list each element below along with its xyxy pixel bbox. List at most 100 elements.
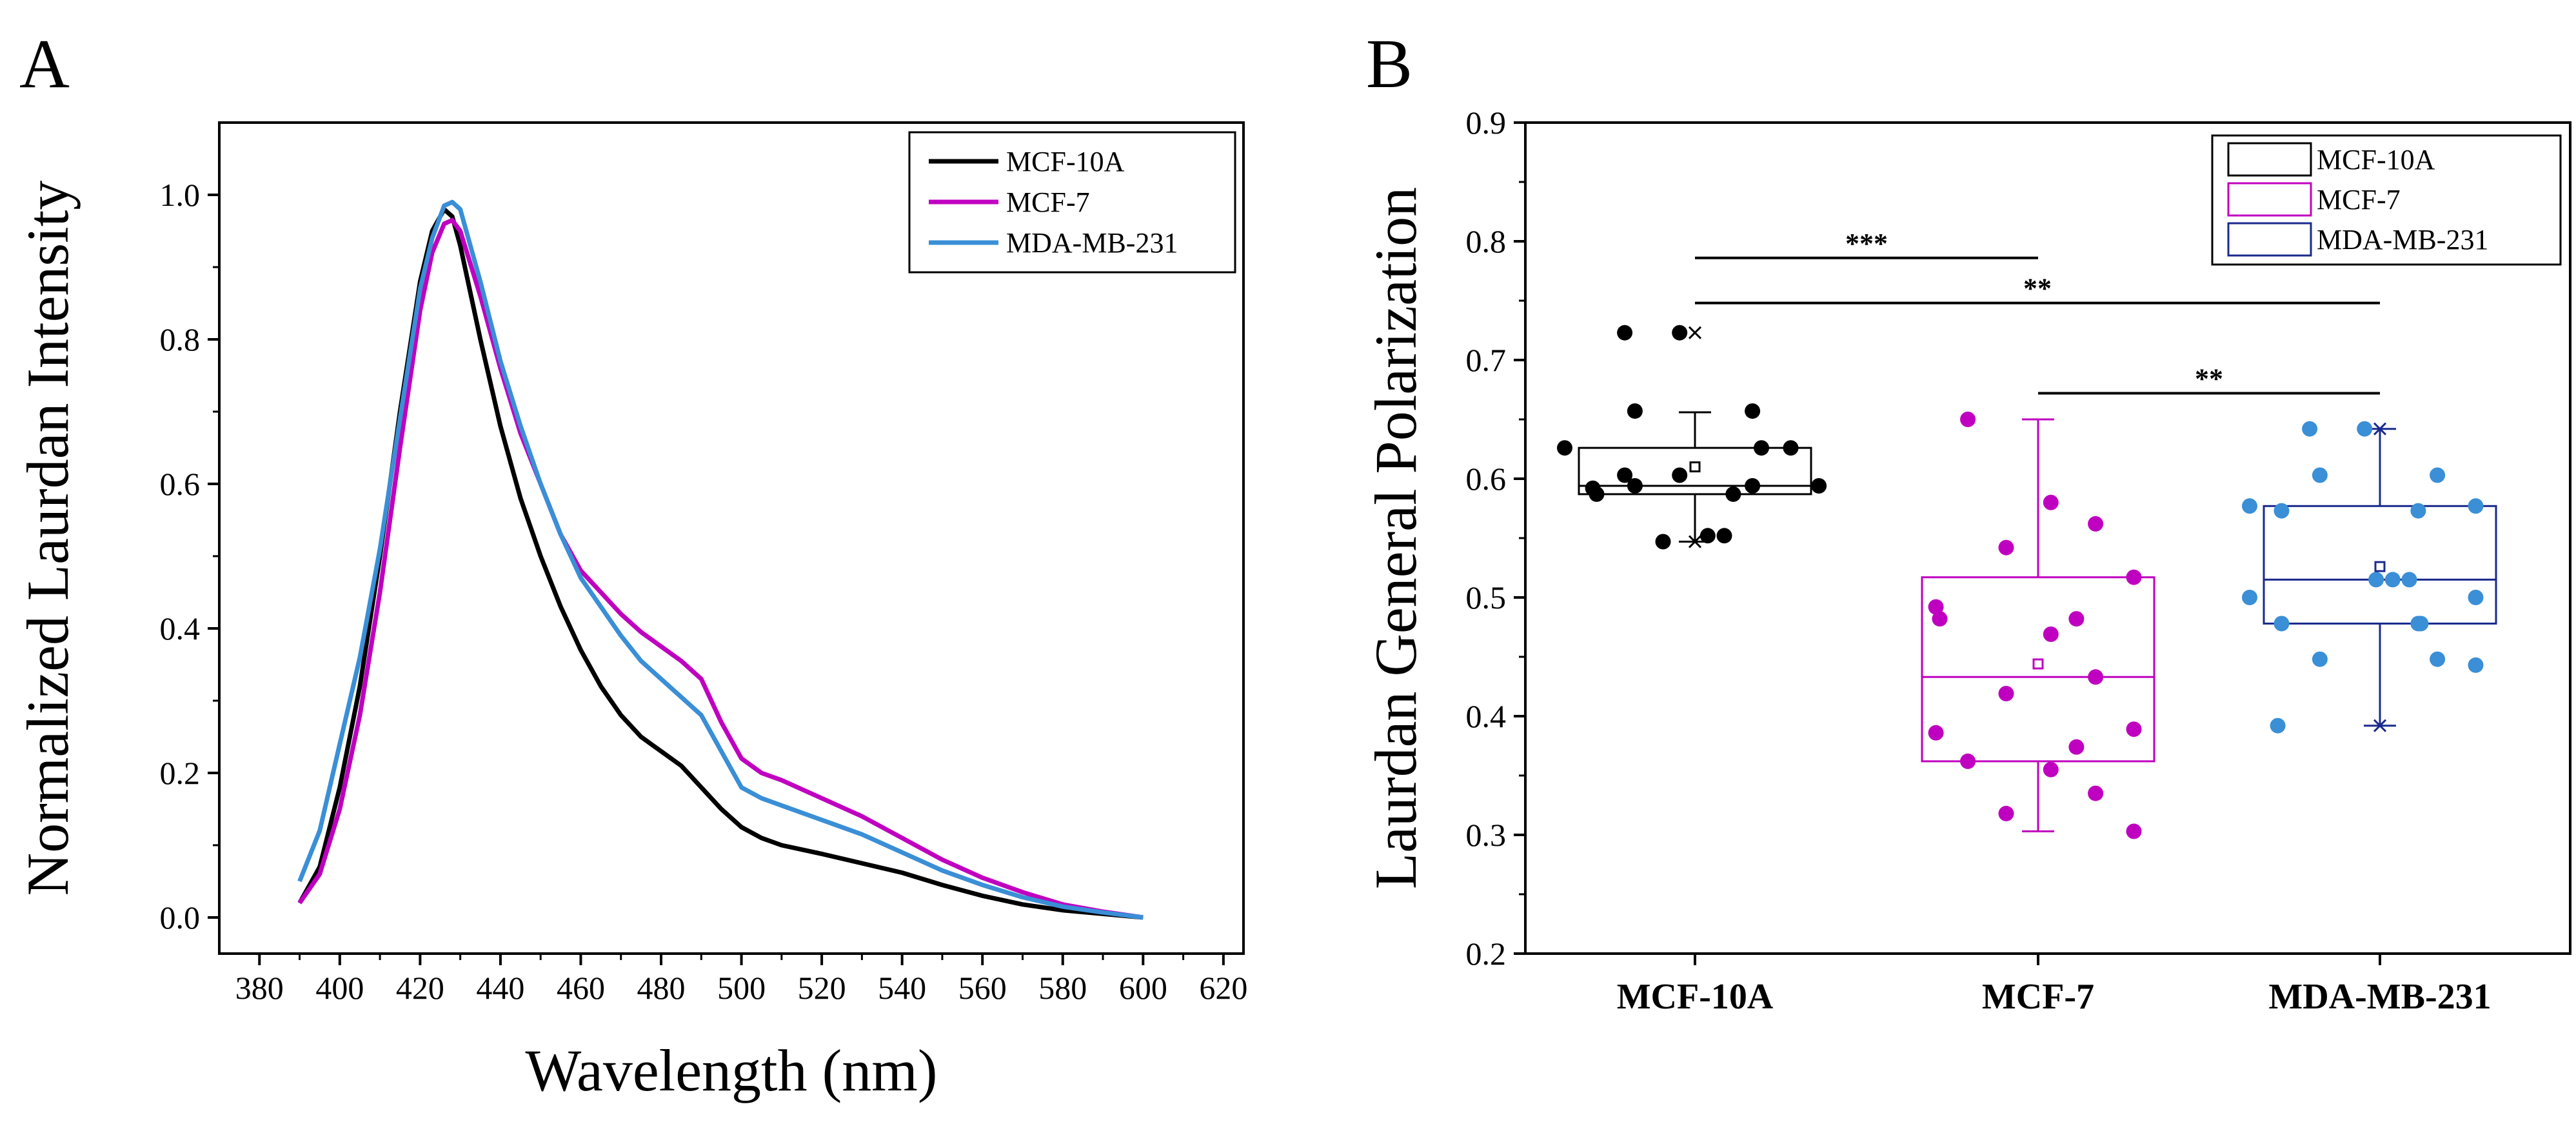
- x-tick-label: 560: [958, 970, 1007, 1006]
- significance-label: **: [2195, 363, 2223, 395]
- box: [1921, 576, 2155, 763]
- y-tick-label: 0.2: [160, 755, 201, 791]
- data-point: [2068, 739, 2085, 755]
- x-tick-label: 460: [557, 970, 605, 1006]
- data-point: [2068, 611, 2085, 627]
- data-point: [2274, 616, 2290, 632]
- box-group-mda-mb-231: [2242, 421, 2497, 734]
- legend-box: [2211, 134, 2562, 266]
- data-point: [2242, 590, 2257, 605]
- data-point: [2384, 572, 2401, 588]
- legend-label: MCF-7: [1006, 186, 1090, 218]
- legend-label: MCF-7: [2317, 184, 2401, 215]
- x-tick-label: 440: [476, 970, 524, 1006]
- panel-b: B 0.2 0.3 0.4 0.5 0.6 0.7 0.8 0.9 MCF-10A MCF-7 MDA…: [1363, 26, 2571, 1017]
- y-tick-label: 0.4: [1466, 698, 1507, 734]
- data-point: [2302, 421, 2318, 437]
- y-tick-label: 0.6: [1466, 461, 1507, 497]
- data-point: [2368, 572, 2384, 588]
- series-line-mda-mb-231: [297, 199, 1144, 920]
- panel-b-label: B: [1366, 26, 1412, 103]
- extreme-marker: [1688, 326, 1702, 339]
- significance-label: ***: [1845, 228, 1888, 259]
- y-tick-label: 0.2: [1466, 936, 1507, 972]
- data-point: [2357, 421, 2373, 437]
- data-point: [1725, 486, 1741, 502]
- y-axis-title: Laurdan General Polarization: [1363, 187, 1429, 889]
- data-point: [1627, 478, 1643, 494]
- data-point: [2043, 494, 2059, 510]
- data-point: [1811, 478, 1827, 494]
- data-point: [1716, 528, 1732, 544]
- data-point: [1617, 467, 1633, 483]
- data-point: [1998, 805, 2014, 821]
- x-tick-label: 480: [637, 970, 686, 1006]
- data-point: [1998, 686, 2014, 701]
- data-point: [2274, 503, 2290, 519]
- y-tick-label: 0.6: [160, 466, 201, 502]
- y-tick-label: 0.3: [1466, 817, 1507, 853]
- data-point: [2410, 503, 2426, 519]
- legend-swatch: [2227, 222, 2312, 257]
- y-axis-title: Normalized Laurdan Intensity: [15, 181, 81, 896]
- data-point: [2043, 626, 2059, 642]
- legend-label: MCF-10A: [2317, 144, 2435, 175]
- category-label: MCF-10A: [1617, 977, 1774, 1017]
- y-tick-label: 0.7: [1466, 342, 1507, 378]
- data-point: [1672, 467, 1688, 483]
- mean-marker: [2032, 658, 2044, 670]
- legend-label: MDA-MB-231: [2317, 224, 2488, 255]
- box: [2263, 505, 2497, 625]
- data-point: [2312, 467, 2328, 483]
- data-point: [1655, 534, 1671, 550]
- data-point: [1960, 753, 1976, 769]
- category-label: MDA-MB-231: [2268, 977, 2491, 1017]
- data-point: [2401, 572, 2417, 588]
- y-tick-label: 0.9: [1466, 105, 1507, 141]
- x-tick-label: 540: [878, 970, 926, 1006]
- y-tick-label: 0.5: [1466, 579, 1507, 616]
- extreme-marker: [2373, 422, 2387, 436]
- x-tick-label: 620: [1199, 970, 1247, 1006]
- data-point: [1699, 528, 1716, 544]
- legend-swatch: [2227, 182, 2312, 217]
- data-point: [2468, 657, 2484, 673]
- x-axis-title: Wavelength (nm): [526, 1037, 938, 1103]
- data-point: [2312, 651, 2328, 667]
- data-point: [1627, 403, 1643, 419]
- data-point: [1960, 412, 1976, 427]
- y-tick-label: 0.8: [1466, 223, 1507, 259]
- mean-marker: [2374, 561, 2386, 572]
- data-point: [2088, 516, 2104, 532]
- x-tick-label: 380: [235, 970, 284, 1006]
- data-point: [1932, 611, 1948, 627]
- data-point: [1589, 486, 1605, 502]
- data-point: [2088, 785, 2104, 801]
- x-tick-label: 500: [717, 970, 766, 1006]
- y-tick-label: 1.0: [160, 177, 201, 213]
- data-point: [2430, 651, 2446, 667]
- mean-marker: [1689, 461, 1701, 473]
- extreme-marker: [1688, 535, 1702, 548]
- box: [1578, 446, 1812, 496]
- x-tick-label: 520: [798, 970, 846, 1006]
- significance-label: **: [2023, 273, 2052, 305]
- y-tick-label: 0.0: [160, 899, 201, 936]
- category-label: MCF-7: [1982, 977, 2094, 1017]
- data-point: [2413, 616, 2429, 632]
- data-point: [2126, 721, 2142, 737]
- y-tick-label: 0.8: [160, 321, 201, 357]
- series-line-mcf-7: [297, 217, 1144, 920]
- legend-label: MCF-10A: [1006, 146, 1125, 177]
- box-group-mcf-7: [1921, 412, 2155, 839]
- data-point: [1754, 440, 1769, 456]
- x-tick-label: 420: [396, 970, 444, 1006]
- series-line-mcf-10a: [297, 206, 1144, 920]
- data-point: [1928, 599, 1944, 615]
- data-point: [2430, 467, 2446, 483]
- data-point: [1617, 325, 1633, 341]
- data-point: [2126, 569, 2142, 585]
- data-point: [2468, 590, 2484, 605]
- legend: MCF-10A MCF-7 MDA-MB-231: [2211, 134, 2562, 266]
